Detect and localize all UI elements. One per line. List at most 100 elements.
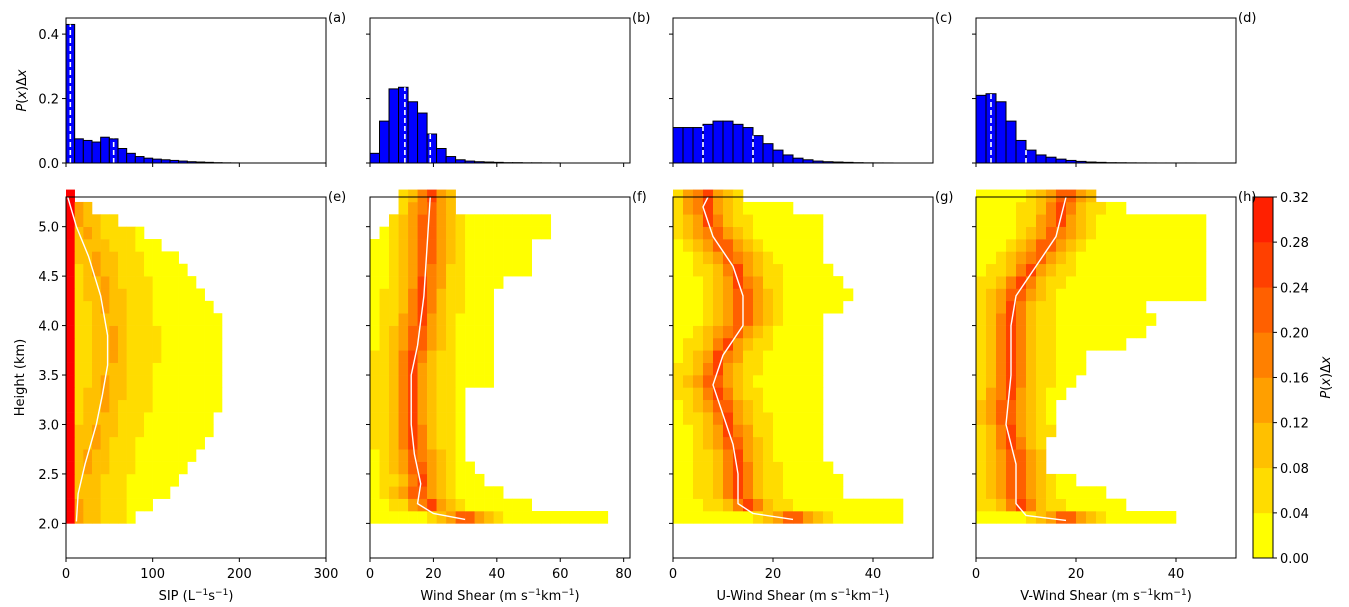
heatmap-cell — [398, 201, 409, 215]
heatmap-cell — [996, 449, 1007, 462]
heatmap-ytick-label: 3.5 — [38, 369, 59, 384]
heatmap-cell — [196, 436, 205, 450]
heatmap-cell — [118, 399, 127, 413]
heatmap-cell — [588, 511, 599, 524]
heatmap-cell — [126, 251, 136, 265]
heatmap-cell — [783, 486, 794, 499]
heatmap-cell — [996, 362, 1007, 376]
heatmap-cell — [986, 436, 997, 450]
heatmap-cell — [1086, 511, 1097, 524]
heatmap-cell — [427, 189, 437, 203]
heatmap-cell — [455, 387, 466, 401]
heatmap-cell — [803, 239, 814, 252]
heatmap-xtick-label: 100 — [140, 567, 165, 582]
heatmap-cell — [693, 461, 704, 475]
heatmap-cell — [986, 399, 997, 413]
heatmap-cell — [1126, 300, 1137, 314]
hist-bar — [152, 158, 162, 164]
heatmap-cell — [1066, 189, 1077, 203]
heatmap-cell — [1096, 313, 1107, 326]
heatmap-cell — [1096, 325, 1107, 339]
heatmap-cell — [1046, 399, 1057, 413]
heatmap-cell — [109, 424, 119, 438]
heatmap-cell — [465, 276, 475, 289]
heatmap-cell — [763, 399, 774, 413]
heatmap-cell — [436, 189, 447, 203]
heatmap-cell — [733, 498, 744, 512]
heatmap-cell — [693, 226, 704, 240]
heatmap-cell — [83, 300, 93, 314]
heatmap-cell — [379, 436, 390, 450]
heatmap-cell — [379, 387, 390, 401]
heatmap-cell — [753, 201, 764, 215]
heatmap-cell — [465, 313, 475, 326]
colorbar-tick-label: 0.20 — [1280, 326, 1309, 341]
heatmap-cell — [398, 511, 409, 524]
heatmap-cell — [1006, 300, 1017, 314]
heatmap-cell — [1026, 362, 1037, 376]
heatmap-cell — [1026, 350, 1037, 363]
heatmap-cell — [713, 201, 724, 215]
heatmap-cell — [1046, 276, 1057, 289]
heatmap-cell — [493, 251, 504, 265]
heatmap-cell — [379, 473, 390, 487]
heatmap-cell — [673, 325, 684, 339]
heatmap-cell — [100, 449, 110, 462]
heatmap-cell — [109, 412, 119, 425]
hist-axes-frame — [975, 17, 1237, 164]
heatmap-cell — [1036, 399, 1047, 413]
heatmap-cell — [417, 239, 428, 252]
heatmap-cell — [126, 300, 136, 314]
heatmap-cell — [1056, 288, 1067, 302]
heatmap-ytick-label: 2.0 — [38, 517, 59, 532]
heatmap-cell — [1076, 214, 1087, 227]
heatmap-cell — [976, 412, 987, 425]
heatmap-cell — [446, 461, 456, 475]
heatmap-cell — [436, 251, 447, 265]
heatmap-cell — [152, 350, 162, 363]
heatmap-cell — [976, 214, 987, 227]
heatmap-cell — [178, 300, 188, 314]
heatmap-cell — [1006, 375, 1017, 388]
heatmap-cell — [370, 313, 380, 326]
hist-ytick-label: 0.4 — [38, 28, 59, 43]
heatmap-cell — [474, 288, 485, 302]
heatmap-cell — [693, 263, 704, 277]
heatmap-cell — [1076, 498, 1087, 512]
heatmap-cell — [1016, 201, 1027, 215]
heatmap-cell — [484, 263, 494, 277]
heatmap-cell — [144, 362, 153, 376]
heatmap-cell — [743, 399, 754, 413]
heatmap-cell — [109, 214, 119, 227]
heatmap-cell — [673, 350, 684, 363]
heatmap-cell — [1106, 214, 1117, 227]
heatmap-cell — [1036, 288, 1047, 302]
heatmap-cell — [83, 201, 93, 215]
heatmap-cell — [436, 498, 447, 512]
heatmap-cell — [996, 263, 1007, 277]
hist-bar — [782, 154, 794, 164]
heatmap-cell — [1146, 511, 1157, 524]
heatmap-cell — [986, 201, 997, 215]
heatmap-cell — [196, 337, 205, 351]
heatmap-cell — [1106, 239, 1117, 252]
heatmap-cell — [446, 399, 456, 413]
heatmap-cell — [187, 313, 197, 326]
heatmap-cell — [703, 375, 714, 388]
heatmap-cell — [370, 325, 380, 339]
heatmap-cell — [204, 424, 214, 438]
heatmap-cell — [427, 276, 437, 289]
heatmap-cell — [783, 313, 794, 326]
heatmap-cell — [484, 226, 494, 240]
heatmap-cell — [109, 375, 119, 388]
heatmap-cell — [100, 288, 110, 302]
heatmap-cell — [1076, 263, 1087, 277]
heatmap-cell — [703, 288, 714, 302]
heatmap-cell — [170, 313, 179, 326]
heatmap-cell — [1016, 350, 1027, 363]
heatmap-cell — [178, 424, 188, 438]
heatmap-cell — [531, 226, 542, 240]
heatmap-cell — [1026, 337, 1037, 351]
heatmap-cell — [1026, 239, 1037, 252]
heatmap-cell — [152, 375, 162, 388]
